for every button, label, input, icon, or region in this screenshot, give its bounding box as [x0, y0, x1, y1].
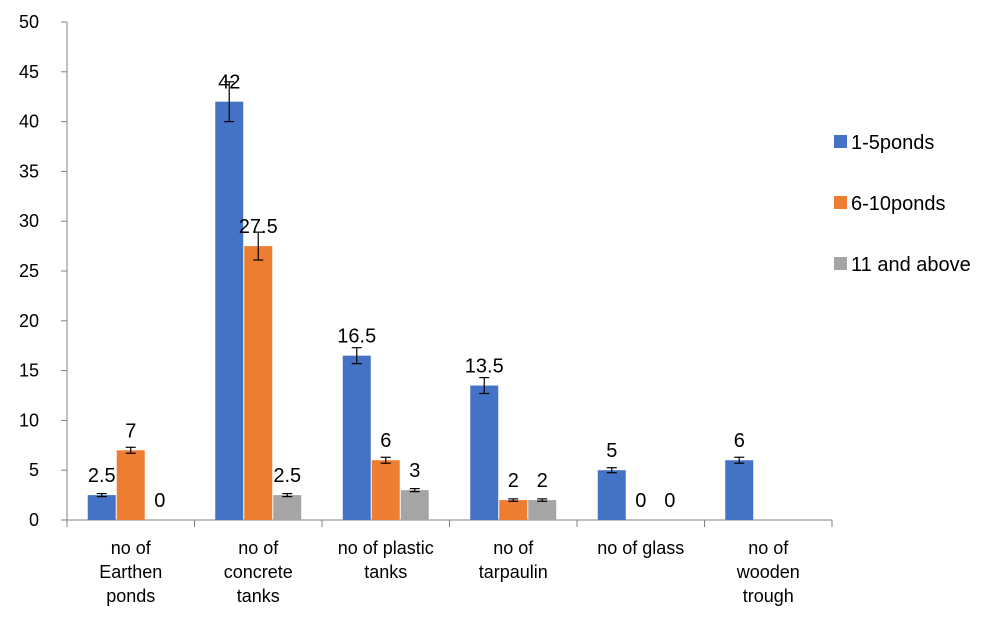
data-label: 16.5: [337, 326, 376, 348]
y-tick-label: 35: [19, 161, 39, 181]
y-tick-label: 30: [19, 211, 39, 231]
y-tick-label: 15: [19, 361, 39, 381]
bar-11-and-above: [273, 495, 302, 520]
y-tick-label: 45: [19, 62, 39, 82]
bar-11-and-above: [528, 500, 557, 520]
bar-6-10ponds: [116, 450, 145, 520]
y-tick-label: 5: [29, 460, 39, 480]
axes: [66, 22, 833, 527]
bar-1-5ponds: [342, 355, 371, 520]
error-bar: [380, 456, 391, 464]
bar-6-10ponds: [499, 500, 528, 520]
error-bar: [409, 488, 420, 493]
error-bars: [96, 81, 745, 502]
bar-1-5ponds: [87, 495, 116, 520]
x-category-label: no of plastic tanks: [338, 538, 434, 582]
bar-1-5ponds: [470, 385, 499, 520]
legend-label: 1-5ponds: [851, 132, 934, 154]
data-label: 0: [154, 490, 165, 512]
error-bar: [282, 493, 293, 498]
x-category-label: no of tarpaulin: [479, 538, 548, 582]
bar-6-10ponds: [244, 246, 273, 520]
data-label: 27.5: [239, 216, 278, 238]
data-label: 0: [635, 490, 646, 512]
bars: [87, 101, 754, 521]
legend-item: 1-5ponds: [834, 132, 934, 154]
x-category-label: no of Earthen ponds: [99, 538, 162, 606]
data-label: 2: [508, 470, 519, 492]
data-label: 6: [380, 430, 391, 452]
error-bar: [734, 456, 745, 464]
data-label: 6: [734, 430, 745, 452]
legend-item: 11 and above: [834, 254, 971, 276]
data-label: 2.5: [88, 465, 116, 487]
bar-1-5ponds: [597, 470, 626, 520]
error-bar: [125, 446, 136, 454]
y-tick-label: 50: [19, 12, 39, 32]
x-category-label: no of wooden trough: [736, 538, 800, 606]
x-category-label: no of concrete tanks: [224, 538, 293, 606]
error-bar: [96, 493, 107, 498]
error-bar: [479, 376, 490, 395]
legend-label: 11 and above: [851, 254, 971, 276]
error-bar: [606, 467, 617, 474]
legend-swatch: [834, 196, 847, 209]
y-tick-label: 20: [19, 311, 39, 331]
y-tick-label: 25: [19, 261, 39, 281]
error-bar: [508, 498, 519, 502]
error-bar: [537, 498, 548, 502]
data-label: 7: [125, 420, 136, 442]
legend-item: 6-10ponds: [834, 193, 946, 215]
bar-6-10ponds: [371, 460, 400, 520]
data-label: 2: [537, 470, 548, 492]
data-label: 3: [409, 460, 420, 482]
data-label: 13.5: [465, 356, 504, 378]
bar-1-5ponds: [215, 101, 244, 521]
x-category-label: no of glass: [597, 538, 684, 558]
data-label: 42: [218, 72, 240, 94]
y-tick-label: 40: [19, 112, 39, 132]
legend-swatch: [834, 135, 847, 148]
y-axis-ticks: 0 5 10 15 20 25 30 35 40 45 50: [19, 12, 67, 530]
y-tick-label: 10: [19, 410, 39, 430]
bar-11-and-above: [400, 490, 429, 520]
data-label: 5: [606, 440, 617, 462]
error-bar: [224, 81, 235, 123]
legend-swatch: [834, 257, 847, 270]
bar-1-5ponds: [725, 460, 754, 520]
legend-label: 6-10ponds: [851, 193, 946, 215]
error-bar: [351, 347, 362, 365]
legend: 1-5ponds 6-10ponds 11 and above: [834, 132, 971, 276]
data-label: 0: [664, 490, 675, 512]
data-label: 2.5: [273, 465, 301, 487]
error-bar: [253, 231, 264, 261]
category-labels: no of Earthen ponds no of concrete tanks no of…: [99, 538, 800, 606]
y-tick-label: 0: [29, 510, 39, 530]
